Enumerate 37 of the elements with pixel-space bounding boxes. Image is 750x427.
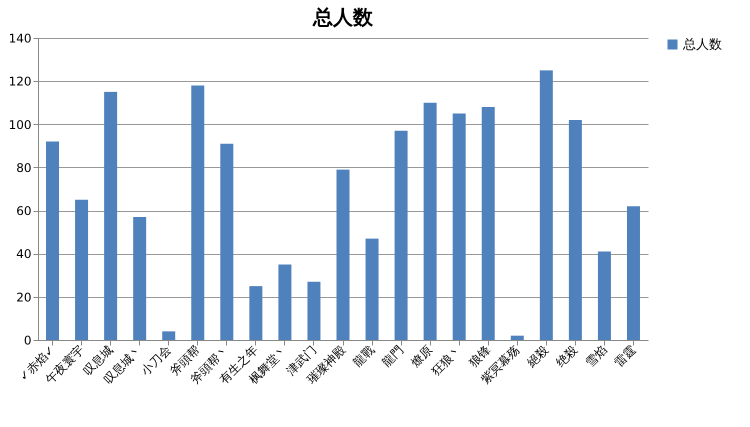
y-tick-label: 0: [24, 334, 32, 348]
bar: [366, 238, 379, 340]
bar: [133, 217, 146, 340]
bar: [626, 206, 640, 340]
bar: [278, 264, 292, 340]
bar: [191, 85, 204, 340]
bar: [307, 282, 320, 340]
x-tick-label: 雪焰: [582, 342, 610, 370]
y-tick-label: 100: [8, 118, 32, 132]
x-tick-label: 龍戰: [350, 342, 377, 370]
bar: [249, 286, 262, 340]
x-tick-label: 龍門: [379, 342, 406, 370]
y-tick-label: 120: [8, 74, 32, 89]
x-tick-label: 绝殺: [553, 342, 580, 370]
bar: [104, 92, 118, 340]
x-tick-label: 絕殺: [524, 342, 552, 370]
x-tick-label: 雷霆: [612, 342, 638, 370]
y-tick-label: 20: [16, 290, 32, 304]
y-tick-label: 140: [8, 32, 32, 46]
y-tick-label: 60: [16, 204, 32, 218]
bar: [482, 107, 495, 340]
legend-label: 总人数: [682, 38, 722, 52]
bar: [220, 144, 234, 340]
bar: [394, 130, 408, 340]
bar: [75, 200, 88, 340]
bar: [598, 252, 611, 340]
bar: [162, 331, 176, 340]
bar: [424, 102, 437, 340]
y-tick-label: 40: [16, 247, 32, 262]
bar: [336, 170, 350, 340]
bar: [46, 142, 60, 340]
bar: [568, 120, 582, 340]
chart-title: 总人数: [312, 5, 374, 29]
bar: [540, 70, 553, 340]
bar: [452, 114, 466, 340]
bar: [510, 336, 524, 340]
y-tick-label: 80: [16, 160, 32, 175]
